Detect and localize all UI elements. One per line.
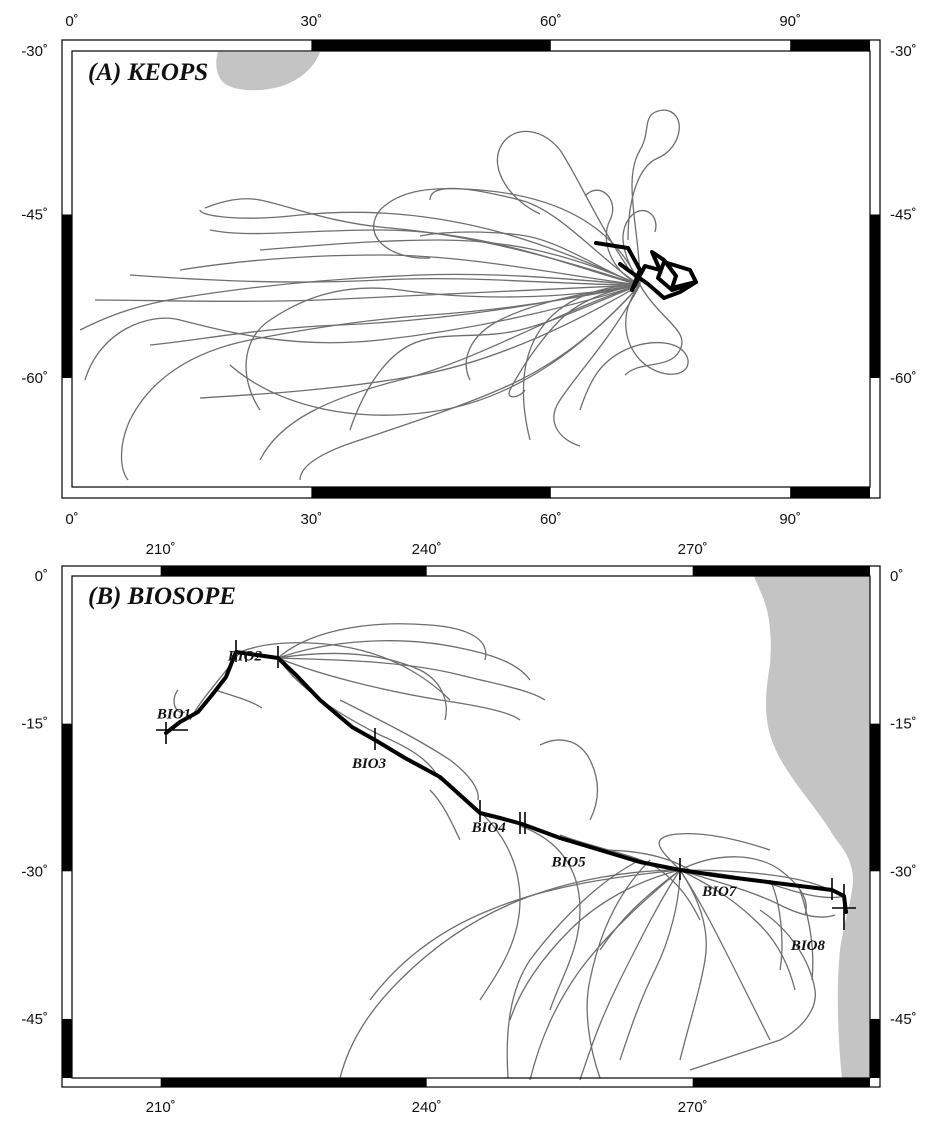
longitude-tick-label: 270˚ [678,1099,708,1116]
station-label-bio4: BIO4 [471,820,507,836]
axis-tick-labels-biosope: 210˚ 210˚ 240˚ 240˚ 270˚ 270˚ 0˚ 0˚ -15˚ -15˚ -30˚… [21,541,916,1116]
longitude-tick-label: 270˚ [678,541,708,558]
border-bar-segment [62,723,72,872]
border-bar-segment [870,723,880,872]
latitude-tick-label: -45˚ [890,1011,917,1028]
border-bar-segment [692,1078,870,1087]
latitude-tick-label: -45˚ [890,207,917,224]
longitude-tick-label: 210˚ [146,1099,176,1116]
border-bar-segment [870,1018,880,1078]
border-bar-segment [160,566,427,576]
station-label-bio5: BIO5 [550,854,586,870]
latitude-tick-label: -15˚ [890,716,917,733]
border-bar-segment [790,40,870,51]
latitude-tick-label: -30˚ [21,863,48,880]
latitude-tick-label: -15˚ [21,716,48,733]
africa-landmass [216,52,320,91]
border-bar-segment [790,487,870,498]
longitude-tick-label: 90˚ [779,511,801,528]
latitude-tick-label: 0˚ [35,568,48,585]
latitude-tick-label: -60˚ [21,370,48,387]
border-scale-bars-biosope [62,566,880,1087]
longitude-tick-label: 30˚ [301,511,323,528]
longitude-tick-label: 60˚ [540,13,562,30]
latitude-tick-label: -30˚ [890,863,917,880]
border-bar-segment [311,487,551,498]
panel-keops-map: 0˚ 0˚ 30˚ 30˚ 60˚ 60˚ 90˚ 90˚ -30˚ -30˚ -45˚ -45˚ -6… [21,13,916,528]
longitude-tick-label: 0˚ [65,511,78,528]
longitude-tick-label: 210˚ [146,541,176,558]
latitude-tick-label: 0˚ [890,568,903,585]
station-labels-biosope: BIO1 BIO2 BIO3 BIO4 BIO5 BIO7 BIO8 [156,649,826,954]
longitude-tick-label: 240˚ [412,1099,442,1116]
border-bar-segment [160,1078,427,1087]
longitude-tick-label: 60˚ [540,511,562,528]
latitude-tick-label: -30˚ [21,43,48,60]
station-label-bio7: BIO7 [701,884,737,900]
border-bar-segment [870,214,880,378]
border-scale-bars-keops [62,40,880,498]
station-label-bio8: BIO8 [790,938,826,954]
longitude-tick-label: 0˚ [65,13,78,30]
float-trajectories-biosope [173,623,846,1081]
axis-tick-labels-keops: 0˚ 0˚ 30˚ 30˚ 60˚ 60˚ 90˚ 90˚ -30˚ -30˚ -45˚ -45˚ -6… [21,13,916,528]
latitude-tick-label: -45˚ [21,207,48,224]
float-trajectories-keops [79,109,689,481]
border-bar-segment [692,566,870,576]
ship-track-keops [594,241,698,300]
panel-title-biosope: (B) BIOSOPE [88,583,236,610]
longitude-tick-label: 90˚ [779,13,801,30]
station-label-bio2: BIO2 [227,649,263,665]
panel-title-keops: (A) KEOPS [88,59,208,86]
border-bar-segment [62,1018,72,1078]
latitude-tick-label: -45˚ [21,1011,48,1028]
station-label-bio3: BIO3 [351,756,387,772]
latitude-tick-label: -30˚ [890,43,917,60]
panel-biosope-map: 210˚ 210˚ 240˚ 240˚ 270˚ 270˚ 0˚ 0˚ -15˚ -15˚ -30˚… [21,541,916,1116]
border-bar-segment [62,214,72,378]
south-america-landmass [754,576,870,1078]
station-markers-biosope [156,640,856,930]
latitude-tick-label: -60˚ [890,370,917,387]
map-inner-frame-keops [71,50,871,488]
ship-track-biosope [164,650,848,914]
longitude-tick-label: 240˚ [412,541,442,558]
border-bar-segment [311,40,551,51]
longitude-tick-label: 30˚ [301,13,323,30]
station-label-bio1: BIO1 [156,707,191,723]
